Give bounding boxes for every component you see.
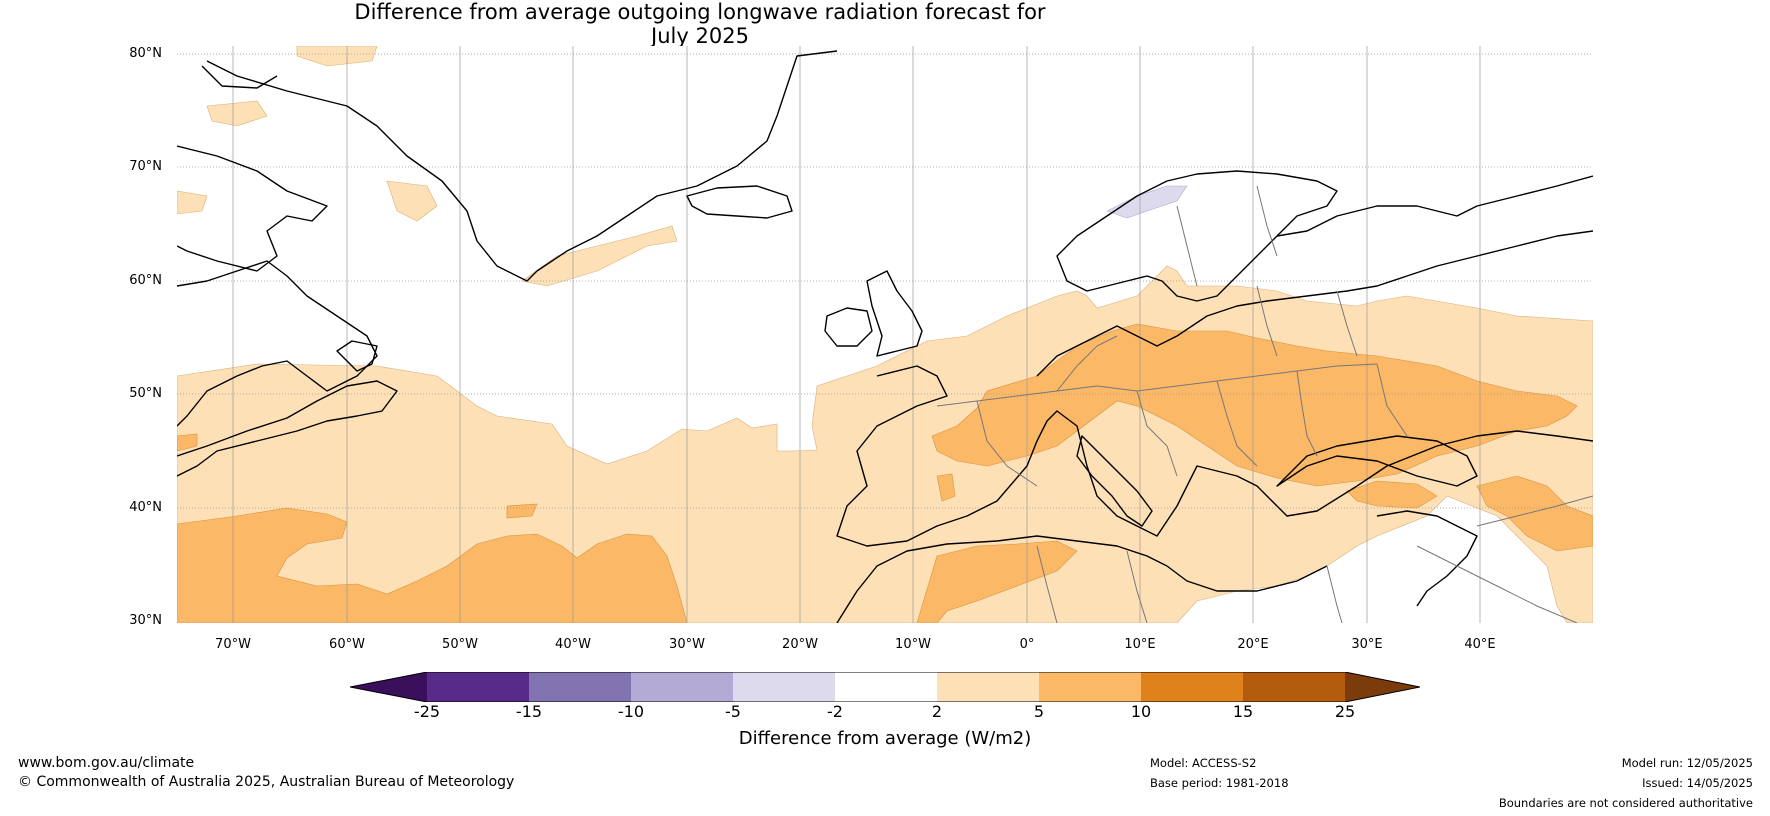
colorbar-tick-neg10: -10: [617, 702, 645, 721]
lon-label-70w: 70°W: [215, 637, 251, 652]
colorbar-tick-neg5: -5: [725, 702, 741, 721]
lon-label-40e: 40°E: [1464, 637, 1496, 652]
title-line-1: Difference from average outgoing longwav…: [354, 0, 1046, 24]
title-line-2: July 2025: [651, 24, 749, 48]
model-text: Model: ACCESS-S2: [1150, 756, 1257, 770]
colorbar-tick-10: 10: [1130, 702, 1152, 721]
lon-label-20e: 20°E: [1237, 637, 1269, 652]
lon-label-30w: 30°W: [669, 637, 705, 652]
anomaly-arctic-patches: [177, 46, 438, 222]
map-svg: [177, 46, 1593, 623]
lat-label-80n: 80°N: [129, 46, 162, 61]
anomaly-5-10-region: [177, 323, 1593, 623]
colorbar-tick-15: 15: [1232, 702, 1254, 721]
colorbar-swatch-neg2-2: [835, 672, 937, 702]
chart-title: Difference from average outgoing longwav…: [0, 0, 1400, 48]
map-gridlines: [177, 46, 1593, 623]
coastlines: [177, 50, 1593, 623]
colorbar-tick-25: 25: [1334, 702, 1356, 721]
colorbar-swatch-2-5: [937, 672, 1039, 702]
anomaly-negative-patch: [1106, 185, 1188, 219]
lon-label-60w: 60°W: [329, 637, 365, 652]
anomaly-greenland-patch: [521, 225, 678, 287]
colorbar-tick-5: 5: [1033, 702, 1045, 721]
lon-label-10w: 10°W: [895, 637, 931, 652]
colorbar-label: Difference from average (W/m2): [738, 728, 1032, 749]
colorbar-swatch-5-10: [1039, 672, 1141, 702]
lat-label-60n: 60°N: [129, 273, 162, 288]
lon-label-10e: 10°E: [1124, 637, 1156, 652]
lat-label-30n: 30°N: [129, 613, 162, 628]
website-text: www.bom.gov.au/climate: [18, 755, 195, 771]
model-run-text: Model run: 12/05/2025: [1621, 756, 1753, 770]
colorbar-swatch-15-25: [1243, 672, 1345, 702]
colorbar-swatch-below-25: [350, 672, 427, 702]
colorbar-swatch-above-25: [1345, 672, 1420, 702]
forecast-map: [177, 46, 1593, 623]
colorbar-swatch-neg10-neg5: [631, 672, 733, 702]
colorbar-swatch-neg25-neg15: [427, 672, 529, 702]
colorbar-swatch-neg15-neg10: [529, 672, 631, 702]
lon-label-40w: 40°W: [555, 637, 591, 652]
country-borders: [936, 185, 1593, 623]
disclaimer-text: Boundaries are not considered authoritat…: [1498, 796, 1753, 810]
base-period-text: Base period: 1981-2018: [1150, 776, 1289, 790]
colorbar-tick-neg15: -15: [515, 702, 543, 721]
colorbar-tick-2: 2: [931, 702, 943, 721]
colorbar: [350, 672, 1420, 702]
colorbar-swatch-10-15: [1141, 672, 1243, 702]
lon-label-20w: 20°W: [782, 637, 818, 652]
colorbar-tick-neg25: -25: [413, 702, 441, 721]
copyright-text: © Commonwealth of Australia 2025, Austra…: [18, 774, 515, 790]
lon-label-50w: 50°W: [442, 637, 478, 652]
lat-label-70n: 70°N: [129, 159, 162, 174]
lon-label-0: 0°: [1019, 637, 1035, 652]
issued-text: Issued: 14/05/2025: [1642, 776, 1753, 790]
lat-label-40n: 40°N: [129, 500, 162, 515]
colorbar-swatch-neg5-neg2: [733, 672, 835, 702]
lat-label-50n: 50°N: [129, 386, 162, 401]
lon-label-30e: 30°E: [1351, 637, 1383, 652]
colorbar-tick-neg2: -2: [827, 702, 843, 721]
